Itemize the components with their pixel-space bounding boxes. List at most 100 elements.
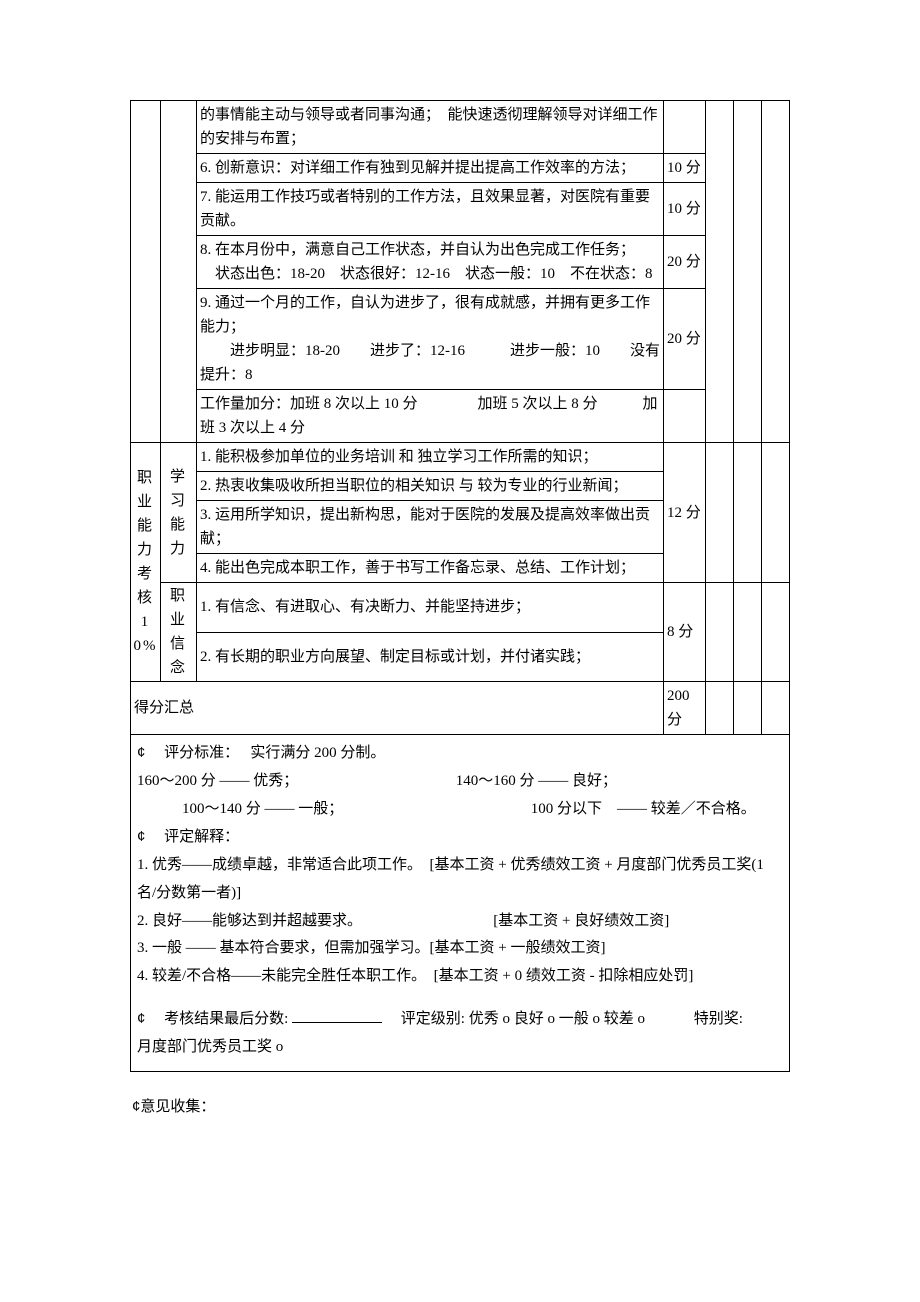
assessment-table: 的事情能主动与领导或者同事沟通； 能快速透彻理解领导对详细工作的安排与布置； 6…	[130, 100, 790, 735]
score-cell: 10 分	[664, 154, 706, 183]
rating-options: 优秀 o 良好 o 一般 o 较差 o	[469, 1011, 645, 1027]
range-line: 100～140 分 —— 一般； 100 分以下 —— 较差／不合格。	[137, 796, 783, 824]
score-text: 20 分	[667, 254, 701, 270]
feedback-label: 意见收集：	[140, 1099, 215, 1115]
spacer	[137, 991, 783, 1005]
desc-text: 1. 能积极参加单位的业务培训 和 独立学习工作所需的知识；	[200, 449, 598, 465]
range-text: 140～160 分 —— 良好；	[456, 773, 617, 789]
subcategory-cell: 职业信念	[161, 583, 197, 682]
score-cell: 20 分	[664, 236, 706, 289]
table-row: 7. 能运用工作技巧或者特别的工作方法，且效果显著，对医院有重要贡献。 10 分	[131, 183, 790, 236]
subcategory-label: 学习能力	[170, 469, 187, 557]
range-text: 160～200 分 —— 优秀；	[137, 773, 298, 789]
score-cell: 20 分	[664, 289, 706, 390]
desc-text: 2. 热衷收集吸收所担当职位的相关知识 与 较为专业的行业新闻；	[200, 478, 628, 494]
desc-text: 3. 运用所学知识，提出新构思，能对于医院的发展及提高效率做出贡献；	[200, 507, 650, 547]
result-label: 考核结果最后分数:	[164, 1011, 288, 1027]
scoring-standard: ¢ 评分标准： 实行满分 200 分制。	[137, 739, 783, 768]
blank-cell	[762, 583, 790, 682]
desc-cell: 3. 运用所学知识，提出新构思，能对于医院的发展及提高效率做出贡献；	[197, 501, 664, 554]
bullet-icon: ¢	[137, 744, 145, 761]
feedback-header: ¢意见收集：	[130, 1096, 790, 1119]
page: 的事情能主动与领导或者同事沟通； 能快速透彻理解领导对详细工作的安排与布置； 6…	[0, 0, 920, 1179]
explain-title: 评定解释：	[164, 829, 239, 845]
blank-cell	[734, 583, 762, 682]
table-row: 的事情能主动与领导或者同事沟通； 能快速透彻理解领导对详细工作的安排与布置；	[131, 101, 790, 154]
score-text: 12 分	[667, 505, 701, 521]
category-cell: 职业能力考核10%	[131, 443, 161, 682]
blank-cell	[762, 443, 790, 583]
table-row: 工作量加分：加班 8 次以上 10 分 加班 5 次以上 8 分 加班 3 次以…	[131, 390, 790, 443]
desc-cell: 1. 有信念、有进取心、有决断力、并能坚持进步；	[197, 583, 664, 633]
total-score: 200分	[667, 688, 690, 728]
desc-text: 工作量加分：加班 8 次以上 10 分 加班 5 次以上 8 分 加班 3 次以…	[200, 396, 658, 436]
table-row: 职业信念 1. 有信念、有进取心、有决断力、并能坚持进步； 8 分	[131, 583, 790, 633]
total-row: 得分汇总 200分	[131, 682, 790, 735]
bullet-icon: ¢	[137, 1010, 145, 1027]
explain-line: 4. 较差/不合格——未能完全胜任本职工作。 [基本工资 + 0 绩效工资 - …	[137, 963, 783, 991]
desc-text: 4. 能出色完成本职工作，善于书写工作备忘录、总结、工作计划；	[200, 560, 635, 576]
score-text: 10 分	[667, 201, 701, 217]
table-row: 9. 通过一个月的工作，自认为进步了，很有成就感，并拥有更多工作能力； 进步明显…	[131, 289, 790, 390]
desc-cell: 的事情能主动与领导或者同事沟通； 能快速透彻理解领导对详细工作的安排与布置；	[197, 101, 664, 154]
desc-cell: 7. 能运用工作技巧或者特别的工作方法，且效果显著，对医院有重要贡献。	[197, 183, 664, 236]
desc-cell: 4. 能出色完成本职工作，善于书写工作备忘录、总结、工作计划；	[197, 554, 664, 583]
blank-cell	[762, 101, 790, 443]
blank-cell	[734, 443, 762, 583]
desc-cell: 1. 能积极参加单位的业务培训 和 独立学习工作所需的知识；	[197, 443, 664, 472]
bullet-icon: ¢	[137, 828, 145, 845]
special-line: 月度部门优秀员工奖 o	[137, 1034, 783, 1062]
blank-cell	[706, 101, 734, 443]
desc-text: 9. 通过一个月的工作，自认为进步了，很有成就感，并拥有更多工作能力； 进步明显…	[200, 295, 660, 383]
std-title: 评分标准：	[164, 745, 232, 761]
std-text: 实行满分 200 分制。	[250, 745, 385, 761]
subcategory-cell: 学习能力	[161, 443, 197, 583]
score-cell: 12 分	[664, 443, 706, 583]
desc-cell: 2. 有长期的职业方向展望、制定目标或计划，并付诸实践；	[197, 632, 664, 682]
desc-text: 8. 在本月份中，满意自己工作状态，并自认为出色完成工作任务； 状态出色：18-…	[200, 242, 653, 282]
table-row: 8. 在本月份中，满意自己工作状态，并自认为出色完成工作任务； 状态出色：18-…	[131, 236, 790, 289]
total-label-cell: 得分汇总	[131, 682, 664, 735]
score-cell: 8 分	[664, 583, 706, 682]
desc-cell: 9. 通过一个月的工作，自认为进步了，很有成就感，并拥有更多工作能力； 进步明显…	[197, 289, 664, 390]
blank-cell	[706, 583, 734, 682]
blank-cell	[734, 682, 762, 735]
score-text: 10 分	[667, 160, 701, 176]
blank-cell	[734, 101, 762, 443]
score-cell	[664, 390, 706, 443]
score-text: 8 分	[667, 624, 693, 640]
desc-text: 6. 创新意识：对详细工作有独到见解并提出提高工作效率的方法；	[200, 160, 635, 176]
result-line: ¢ 考核结果最后分数: 评定级别: 优秀 o 良好 o 一般 o 较差 o 特别…	[137, 1005, 783, 1034]
range-text: 100 分以下 —— 较差／不合格。	[531, 801, 756, 817]
special-label: 特别奖:	[694, 1011, 743, 1027]
desc-cell: 工作量加分：加班 8 次以上 10 分 加班 5 次以上 8 分 加班 3 次以…	[197, 390, 664, 443]
desc-cell: 8. 在本月份中，满意自己工作状态，并自认为出色完成工作任务； 状态出色：18-…	[197, 236, 664, 289]
score-cell	[664, 101, 706, 154]
category-cell	[131, 101, 161, 443]
desc-cell: 6. 创新意识：对详细工作有独到见解并提出提高工作效率的方法；	[197, 154, 664, 183]
range-line: 160～200 分 —— 优秀； 140～160 分 —— 良好；	[137, 768, 783, 796]
range-text: 100～140 分 —— 一般；	[182, 801, 343, 817]
table-row: 职业能力考核10% 学习能力 1. 能积极参加单位的业务培训 和 独立学习工作所…	[131, 443, 790, 472]
subcategory-label: 职业信念	[170, 588, 187, 676]
explain-line: 1. 优秀——成绩卓越，非常适合此项工作。 [基本工资 + 优秀绩效工资 + 月…	[137, 852, 783, 908]
notes-box: ¢ 评分标准： 实行满分 200 分制。 160～200 分 —— 优秀； 14…	[130, 735, 790, 1072]
subcategory-cell	[161, 101, 197, 443]
score-text: 20 分	[667, 331, 701, 347]
total-score-cell: 200分	[664, 682, 706, 735]
score-cell: 10 分	[664, 183, 706, 236]
blank-cell	[762, 682, 790, 735]
table-row: 6. 创新意识：对详细工作有独到见解并提出提高工作效率的方法； 10 分	[131, 154, 790, 183]
score-blank[interactable]	[292, 1007, 382, 1023]
rating-label: 评定级别:	[401, 1011, 465, 1027]
blank-cell	[706, 682, 734, 735]
desc-text: 的事情能主动与领导或者同事沟通； 能快速透彻理解领导对详细工作的安排与布置；	[200, 107, 658, 147]
desc-cell: 2. 热衷收集吸收所担当职位的相关知识 与 较为专业的行业新闻；	[197, 472, 664, 501]
desc-text: 7. 能运用工作技巧或者特别的工作方法，且效果显著，对医院有重要贡献。	[200, 189, 650, 229]
explain-line: 2. 良好——能够达到并超越要求。 [基本工资 + 良好绩效工资]	[137, 908, 783, 936]
desc-text: 1. 有信念、有进取心、有决断力、并能坚持进步；	[200, 599, 530, 615]
total-label: 得分汇总	[134, 700, 194, 716]
blank-cell	[706, 443, 734, 583]
desc-text: 2. 有长期的职业方向展望、制定目标或计划，并付诸实践；	[200, 649, 590, 665]
explain-header: ¢ 评定解释：	[137, 823, 783, 852]
